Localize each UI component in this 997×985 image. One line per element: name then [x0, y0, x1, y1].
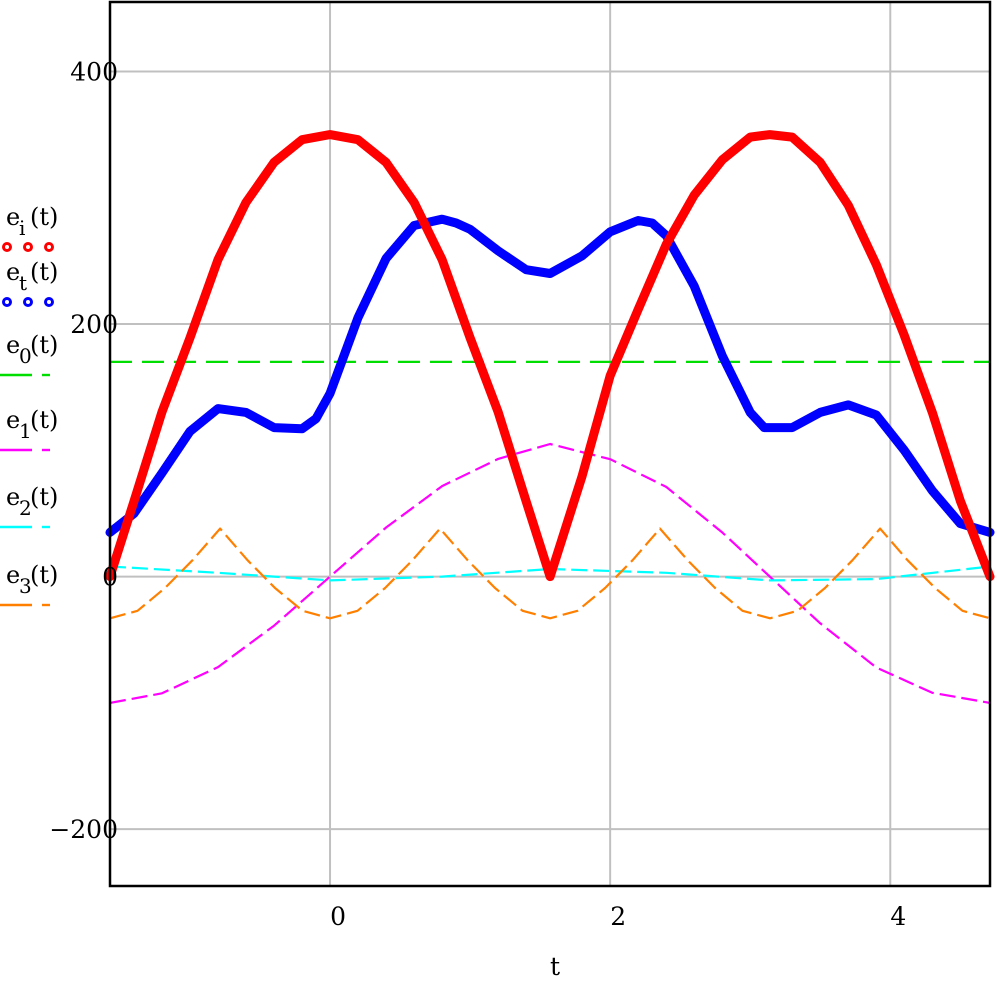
x-axis-label: t	[550, 952, 560, 981]
y-tick-label: 400	[70, 57, 118, 86]
legend-label: e	[6, 483, 20, 511]
legend-swatch-dot	[2, 242, 12, 252]
legend-swatch-dot	[23, 242, 33, 252]
legend-swatch-dot	[2, 297, 12, 307]
legend-label: e	[6, 406, 20, 434]
series-line-t	[105, 214, 995, 537]
legend-swatch-dot	[44, 297, 54, 307]
legend-arg: (t)	[30, 406, 58, 434]
x-tick-label: 0	[330, 902, 346, 931]
legend-item-0: e0(t)	[0, 331, 58, 377]
legend-item-1: e1(t)	[0, 406, 58, 452]
legend-subscript: 1	[19, 419, 32, 443]
tick-labels: 0 2 4 −200 0 200 400	[49, 57, 906, 931]
plot-frame	[108, 0, 992, 888]
legend-subscript: 2	[19, 496, 32, 520]
legend-label: e	[6, 561, 20, 589]
grid-lines	[110, 2, 990, 886]
y-tick-label: −200	[49, 815, 118, 844]
legend-item-t: et (t)	[2, 258, 58, 307]
legend-subscript: 0	[19, 344, 32, 368]
legend-item-i: ei (t)	[2, 203, 58, 252]
series-lines	[105, 130, 995, 704]
legend-label: e	[6, 258, 20, 286]
series-line-3	[109, 527, 991, 620]
legend-arg: (t)	[30, 331, 58, 359]
y-tick-label: 200	[70, 310, 118, 339]
legend-subscript: 3	[19, 574, 32, 598]
legend-arg: (t)	[30, 561, 58, 589]
legend-subscript: i	[19, 216, 25, 240]
x-tick-label: 4	[890, 902, 906, 931]
y-tick-label: 0	[102, 563, 118, 592]
legend-label: e	[6, 203, 20, 231]
legend-arg: (t)	[30, 483, 58, 511]
series-line-1	[109, 442, 991, 704]
legend-subscript: t	[19, 271, 27, 295]
x-tick-label: 2	[610, 902, 626, 931]
series-line-i	[105, 130, 995, 582]
legend-swatch-dot	[23, 297, 33, 307]
legend-label: e	[6, 331, 20, 359]
legend-swatch-dot	[44, 242, 54, 252]
legend-arg: (t)	[30, 203, 58, 231]
legend-item-2: e2(t)	[0, 483, 58, 529]
legend-arg: (t)	[30, 258, 58, 286]
legend: ei (t)et (t)e0(t)e1(t)e2(t)e3(t)	[0, 203, 58, 607]
legend-item-3: e3(t)	[0, 561, 58, 607]
